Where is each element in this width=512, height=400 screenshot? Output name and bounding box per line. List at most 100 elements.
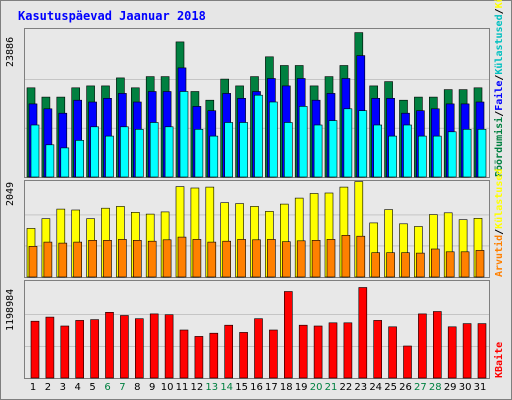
bar-arvutid-30 [460, 251, 470, 278]
bar-kbaite-26 [403, 345, 412, 379]
bar-kbaite-30 [462, 323, 472, 379]
bar-kbaite-17 [269, 329, 278, 379]
x-tick-label: 17 [265, 382, 278, 393]
bar-arvutid-8 [133, 240, 142, 278]
bar-kbaite-18 [283, 291, 293, 379]
x-tick-label: 1 [29, 382, 37, 393]
bar-arvutid-5 [88, 240, 97, 278]
x-tick-label: 29 [443, 382, 457, 393]
bar-külastused-13 [209, 135, 219, 178]
x-tick-label: 30 [458, 382, 472, 393]
x-tick-label: 18 [279, 382, 293, 393]
bar-kbaite-19 [298, 324, 308, 379]
bar-külastused-31 [477, 129, 487, 178]
x-tick-label: 8 [134, 382, 141, 393]
x-tick-label: 22 [339, 382, 353, 393]
bar-kbaite-5 [90, 319, 99, 379]
bar-arvutid-6 [103, 240, 112, 278]
bar-kbaite-27 [418, 313, 427, 379]
x-tick-label: 15 [235, 382, 248, 393]
bar-kbaite-28 [432, 311, 442, 379]
bar-külastused-9 [149, 122, 159, 178]
bar-arvutid-17 [267, 239, 276, 278]
bar-külastused-18 [283, 122, 293, 178]
bar-külastused-27 [418, 135, 427, 178]
x-tick-label: 21 [324, 382, 338, 393]
bar-kbaite-2 [45, 316, 55, 379]
bar-kbaite-13 [209, 332, 219, 379]
x-tick-label: 11 [175, 382, 189, 393]
bar-arvutid-22 [341, 235, 351, 278]
bar-kbaite-23 [358, 287, 368, 379]
bar-arvutid-14 [222, 240, 231, 278]
x-tick-label: 4 [74, 382, 81, 393]
bar-kbaite-10 [164, 314, 174, 379]
bar-külastused-6 [105, 135, 114, 178]
bar-kbaite-3 [60, 325, 70, 379]
bar-arvutid-2 [43, 241, 53, 278]
bar-arvutid-10 [162, 239, 172, 278]
bar-arvutid-13 [207, 241, 217, 278]
bar-külastused-7 [120, 126, 129, 178]
bar-külastused-8 [135, 129, 144, 178]
bar-külastused-16 [254, 94, 263, 178]
bar-arvutid-11 [177, 236, 187, 278]
bar-kbaite-8 [135, 318, 144, 379]
bar-külastused-26 [403, 124, 412, 178]
x-tick-label: 13 [205, 382, 219, 393]
bar-külastused-2 [45, 144, 55, 178]
x-tick-label: 27 [414, 382, 427, 393]
x-tick-label: 6 [104, 382, 111, 393]
bar-külastused-1 [30, 124, 40, 178]
bar-kbaite-4 [75, 320, 84, 379]
bar-kbaite-16 [254, 318, 263, 379]
bar-kbaite-22 [343, 322, 353, 379]
bar-külastused-25 [388, 135, 397, 178]
x-tick-label: 14 [220, 382, 234, 393]
x-tick-label: 24 [369, 382, 383, 393]
x-tick-label: 28 [428, 382, 442, 393]
bar-arvutid-26 [401, 252, 410, 278]
x-tick-label: 20 [309, 382, 323, 393]
bar-kbaite-1 [30, 320, 40, 379]
bar-kbaite-14 [224, 324, 233, 379]
bar-külastused-12 [194, 129, 204, 178]
bar-külastused-11 [179, 91, 189, 178]
bar-kbaite-7 [120, 315, 129, 379]
bar-külastused-22 [343, 108, 353, 178]
bar-külastused-10 [164, 126, 174, 178]
bar-arvutid-3 [58, 242, 68, 278]
bar-kbaite-9 [149, 313, 159, 379]
bar-külastused-28 [432, 135, 442, 178]
x-tick-label: 10 [160, 382, 174, 393]
x-tick-label: 25 [384, 382, 397, 393]
bar-külastused-30 [462, 129, 472, 178]
bar-külastused-14 [224, 122, 233, 178]
bar-arvutid-19 [296, 240, 306, 278]
x-tick-label: 7 [119, 382, 126, 393]
bar-külastused-17 [269, 101, 278, 178]
bar-arvutid-25 [386, 252, 395, 278]
bar-kbaite-20 [313, 325, 323, 379]
bar-kbaite-24 [373, 320, 383, 379]
bar-külastused-3 [60, 147, 70, 178]
bar-kbaite-15 [239, 332, 248, 379]
bar-kbaite-31 [477, 323, 487, 379]
bar-külastused-15 [239, 122, 248, 178]
x-tick-label: 31 [473, 382, 487, 393]
bar-arvutid-28 [430, 248, 440, 278]
bar-külastused-21 [328, 120, 338, 178]
bar-arvutid-7 [118, 239, 127, 278]
x-tick-label: 12 [190, 382, 204, 393]
bar-külastused-23 [358, 110, 368, 178]
bar-külastused-20 [313, 124, 323, 178]
x-tick-label: 19 [294, 382, 308, 393]
bar-arvutid-24 [371, 252, 381, 278]
bar-arvutid-27 [416, 252, 425, 278]
bar-arvutid-4 [73, 241, 82, 278]
bar-arvutid-21 [326, 239, 336, 278]
x-tick-label: 5 [89, 382, 96, 393]
bar-arvutid-29 [445, 251, 455, 278]
